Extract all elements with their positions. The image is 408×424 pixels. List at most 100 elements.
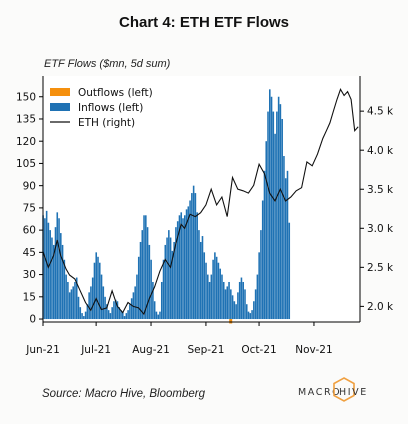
outflow-bars-layer	[229, 319, 233, 324]
inflow-bar	[277, 96, 280, 320]
x-tick-label: Nov-21	[295, 344, 332, 356]
inflow-bar	[224, 289, 227, 320]
inflow-bar	[113, 301, 115, 320]
inflow-bar	[249, 313, 252, 320]
right-tick-label: 3.0 k	[367, 223, 394, 235]
inflow-bar	[134, 286, 136, 320]
right-tick-label: 3.5 k	[367, 184, 394, 196]
inflow-bar	[180, 212, 183, 320]
left-tick-label: 30	[23, 269, 36, 281]
inflow-bar	[208, 281, 211, 320]
inflow-bar	[132, 292, 135, 320]
inflow-bar	[114, 299, 117, 320]
macro-hive-logo: MACRO HIVE	[298, 377, 366, 402]
inflow-bar	[107, 310, 110, 320]
inflow-bar	[201, 236, 204, 320]
inflow-bar	[265, 141, 268, 320]
inflow-bar	[127, 310, 129, 320]
left-tick-label: 150	[16, 91, 36, 103]
inflow-bar	[279, 104, 282, 320]
right-tick-label: 4.5 k	[367, 106, 394, 118]
inflow-bar	[141, 230, 144, 320]
left-tick-label: 135	[16, 114, 36, 126]
inflow-bar	[90, 286, 92, 320]
inflow-bar	[226, 286, 229, 320]
inflow-bar	[263, 170, 266, 320]
inflow-bar	[233, 301, 236, 320]
legend-swatch-inflows	[50, 103, 70, 111]
inflow-bar	[254, 289, 257, 320]
inflow-bar	[231, 295, 234, 320]
inflow-bar	[98, 262, 101, 320]
inflow-bar	[44, 218, 46, 320]
inflow-bar	[267, 111, 269, 320]
x-tick-label: Jun-21	[25, 344, 60, 356]
right-tick-label: 2.5 k	[367, 262, 394, 274]
legend-label-inflows: Inflows (left)	[78, 102, 143, 114]
inflow-bar	[145, 215, 147, 320]
inflow-bar	[244, 289, 246, 320]
legend-swatch-outflows	[50, 88, 70, 96]
left-tick-label: 90	[23, 180, 36, 192]
inflow-bar	[194, 193, 197, 320]
inflow-bar	[261, 200, 264, 320]
inflow-bar	[260, 230, 262, 320]
inflow-bar	[137, 256, 140, 320]
inflow-bar	[191, 193, 193, 320]
inflow-bar	[238, 281, 241, 320]
inflow-bar	[192, 185, 195, 320]
logo-text-left: MACRO	[298, 387, 341, 398]
inflow-bar	[102, 286, 105, 320]
inflow-bar	[274, 133, 276, 320]
inflow-bar	[109, 313, 112, 320]
inflow-bar	[205, 262, 207, 320]
inflow-bar	[242, 281, 244, 320]
left-tick-label: 45	[23, 247, 36, 259]
left-tick-label: 15	[23, 291, 36, 303]
inflow-bar	[72, 286, 74, 320]
inflow-bar	[207, 274, 209, 320]
inflow-bar	[86, 304, 89, 320]
inflow-bar	[228, 281, 230, 320]
inflow-bar	[67, 281, 69, 320]
inflow-bar	[120, 310, 122, 320]
right-tick-label: 4.0 k	[367, 145, 394, 157]
inflow-bar	[219, 268, 221, 320]
left-tick-label: 105	[16, 158, 36, 170]
inflow-bar	[52, 244, 55, 320]
inflow-bar	[222, 281, 225, 320]
inflow-bar	[173, 241, 175, 320]
inflow-bar	[217, 262, 220, 320]
inflow-bar	[162, 259, 165, 320]
inflow-bar	[146, 227, 149, 320]
inflow-bar	[61, 244, 64, 320]
inflow-bar	[214, 252, 216, 320]
inflow-bar	[54, 227, 57, 320]
inflow-bar	[47, 222, 50, 320]
inflow-bar	[288, 222, 291, 320]
inflow-bar	[164, 244, 167, 320]
inflow-bar	[95, 252, 98, 320]
inflow-bar	[272, 111, 275, 320]
inflow-bar	[153, 301, 156, 320]
eth-line-layer	[42, 87, 359, 316]
inflow-bar	[256, 274, 259, 320]
inflow-bar	[118, 307, 121, 320]
inflow-bar	[189, 200, 191, 320]
left-tick-label: 75	[23, 202, 36, 214]
inflow-bar	[51, 237, 53, 320]
inflow-bar	[221, 274, 223, 320]
inflow-bar	[122, 311, 124, 320]
inflow-bar	[183, 215, 186, 320]
inflow-bar	[129, 304, 131, 320]
left-tick-label: 0	[29, 314, 36, 326]
inflow-bar	[75, 277, 78, 320]
inflow-bar	[196, 212, 198, 320]
bars-layer	[42, 89, 291, 320]
inflow-bar	[168, 230, 170, 320]
right-axis: 2.0 k 2.5 k 3.0 k 3.5 k 4.0 k 4.5 k	[360, 106, 394, 313]
inflow-bar	[116, 301, 119, 320]
inflow-bar	[251, 310, 253, 320]
inflow-bar	[283, 156, 285, 320]
inflow-bar	[84, 311, 87, 320]
